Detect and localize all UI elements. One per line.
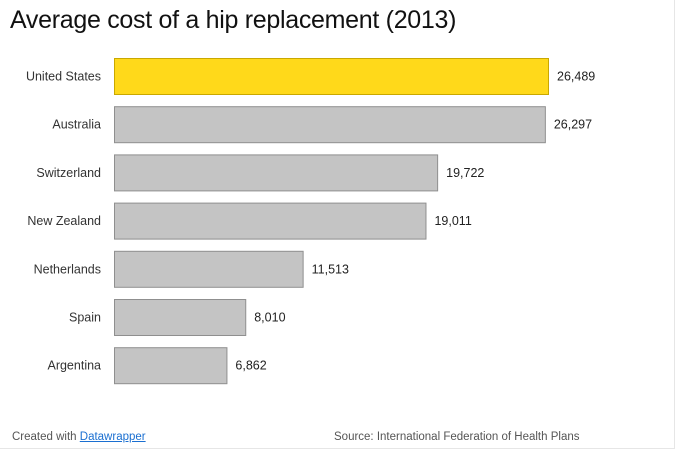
footer-credit: Created with Datawrapper — [12, 431, 146, 443]
footer-credit-prefix: Created with — [12, 431, 77, 443]
value-label: 26,489 — [557, 70, 595, 84]
bar — [114, 250, 304, 288]
category-label: Argentina — [47, 359, 101, 373]
bar — [114, 347, 228, 385]
bar — [114, 202, 427, 240]
category-label: New Zealand — [27, 214, 101, 228]
value-label: 8,010 — [254, 311, 285, 325]
category-label: Australia — [52, 118, 101, 132]
value-label: 19,011 — [434, 214, 471, 228]
chart-title: Average cost of a hip replacement (2013) — [10, 6, 457, 34]
value-label: 6,862 — [235, 359, 266, 373]
datawrapper-link[interactable]: Datawrapper — [79, 431, 146, 443]
category-label: Netherlands — [34, 262, 101, 276]
bar — [114, 154, 439, 192]
bar — [114, 299, 247, 336]
bar — [114, 58, 549, 95]
category-label: Switzerland — [36, 166, 101, 180]
source-note: Source: International Federation of Heal… — [334, 431, 580, 443]
value-label: 19,722 — [446, 166, 484, 180]
value-label: 11,513 — [312, 262, 349, 276]
category-label: United States — [26, 70, 101, 84]
category-label: Spain — [69, 311, 101, 325]
bar — [114, 106, 546, 144]
value-label: 26,297 — [554, 118, 592, 132]
